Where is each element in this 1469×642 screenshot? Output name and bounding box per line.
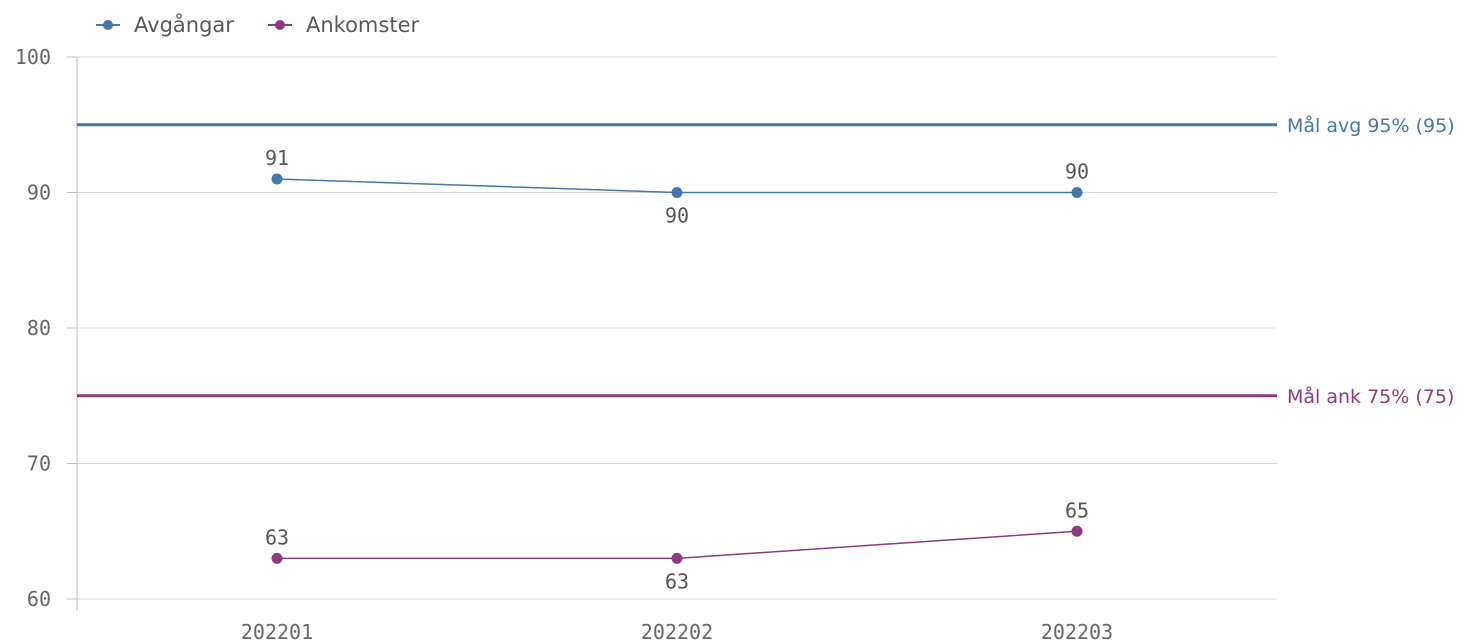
legend-swatch-marker bbox=[275, 20, 285, 30]
data-label: 91 bbox=[265, 146, 289, 170]
data-point bbox=[671, 552, 683, 564]
x-axis-ticks: 202201 202202 202203 bbox=[241, 620, 1113, 642]
data-point bbox=[671, 187, 683, 198]
y-tick-label: 100 bbox=[15, 45, 51, 69]
series-group: 91 90 90 63 63 65 bbox=[265, 146, 1089, 593]
grid-lines bbox=[77, 56, 1277, 600]
data-label: 65 bbox=[1065, 498, 1089, 522]
legend-item[interactable]: Ankomster bbox=[268, 13, 419, 37]
data-label: 90 bbox=[1065, 160, 1089, 184]
legend[interactable]: Avgångar Ankomster bbox=[96, 12, 419, 37]
x-tick-label: 202202 bbox=[641, 620, 713, 642]
data-label: 90 bbox=[665, 204, 689, 228]
data-point bbox=[271, 173, 283, 185]
x-tick-label: 202201 bbox=[241, 620, 313, 642]
x-tick-label: 202203 bbox=[1041, 620, 1113, 642]
data-point bbox=[1071, 187, 1083, 198]
y-tick-label: 90 bbox=[27, 181, 51, 205]
reference-line-label: Mål ank 75% (75) bbox=[1287, 385, 1454, 408]
y-axis-ticks: 100 90 80 70 60 bbox=[15, 45, 77, 611]
y-tick-label: 60 bbox=[27, 587, 51, 611]
y-tick-label: 70 bbox=[27, 452, 51, 476]
reference-line-label: Mål avg 95% (95) bbox=[1287, 114, 1455, 137]
reference-lines: Mål avg 95% (95) Mål ank 75% (75) bbox=[77, 114, 1455, 408]
legend-label: Avgångar bbox=[134, 12, 234, 37]
legend-label: Ankomster bbox=[306, 13, 419, 37]
y-tick-label: 80 bbox=[27, 316, 51, 340]
data-label: 63 bbox=[665, 569, 689, 593]
data-point bbox=[1071, 525, 1083, 537]
legend-item[interactable]: Avgångar bbox=[96, 12, 234, 37]
data-point bbox=[271, 552, 283, 564]
data-label: 63 bbox=[265, 525, 289, 549]
legend-swatch-marker bbox=[103, 20, 113, 30]
